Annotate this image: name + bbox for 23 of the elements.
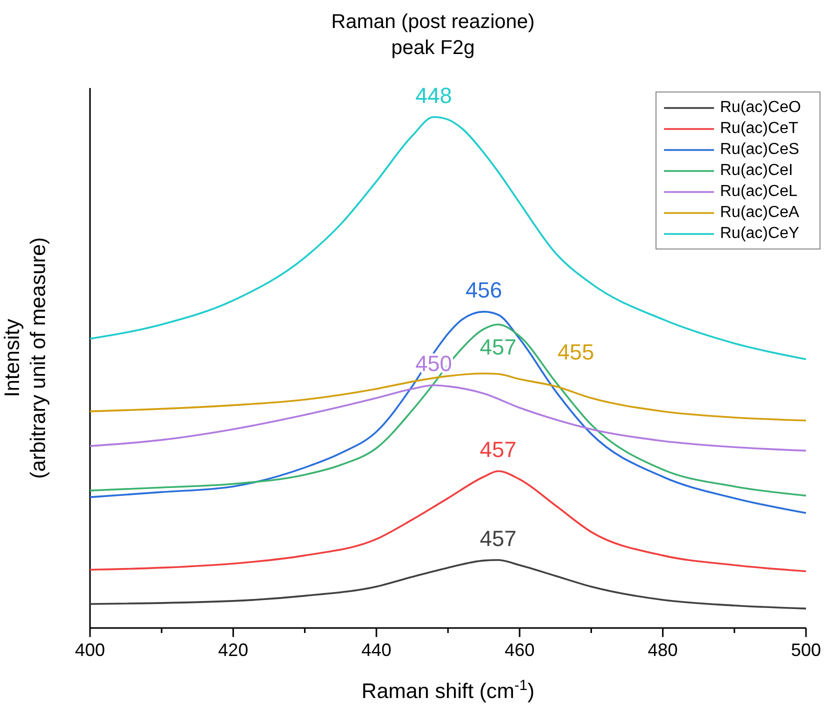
y-axis-title: Intensity (arbitrary unit of measure) [1,237,50,479]
legend-label: Ru(ac)CeL [720,183,798,200]
x-tick-label: 420 [218,640,248,660]
x-tick-label: 400 [74,640,106,660]
x-tick-label: 440 [361,640,392,660]
text: 448 [415,82,452,108]
x-tick-label: 500 [790,640,822,660]
legend-label: Ru(ac)CeS [720,141,800,158]
legend-label: Ru(ac)CeY [720,225,800,242]
chart-subtitle: peak F2g [391,37,475,59]
x-tick-label: 460 [504,640,535,660]
legend-label: Ru(ac)CeT [720,120,798,138]
annotation: 456 [465,278,502,303]
legend-label: Ru(ac)CeO [720,99,801,116]
annotation: 457 [480,526,516,551]
x-tick-label: 480 [648,640,678,660]
annotation: 455 [557,339,594,364]
annotation: 457 [480,334,516,360]
legend-label: Ru(ac)CeI [720,162,793,180]
annotation: 457 [480,436,516,462]
chart-title: Raman (post reazione) [331,11,535,33]
x-axis-title: Raman shift (cm$^{-1}$) [362,678,534,703]
legend-label: Ru(ac)CeA [720,204,800,222]
